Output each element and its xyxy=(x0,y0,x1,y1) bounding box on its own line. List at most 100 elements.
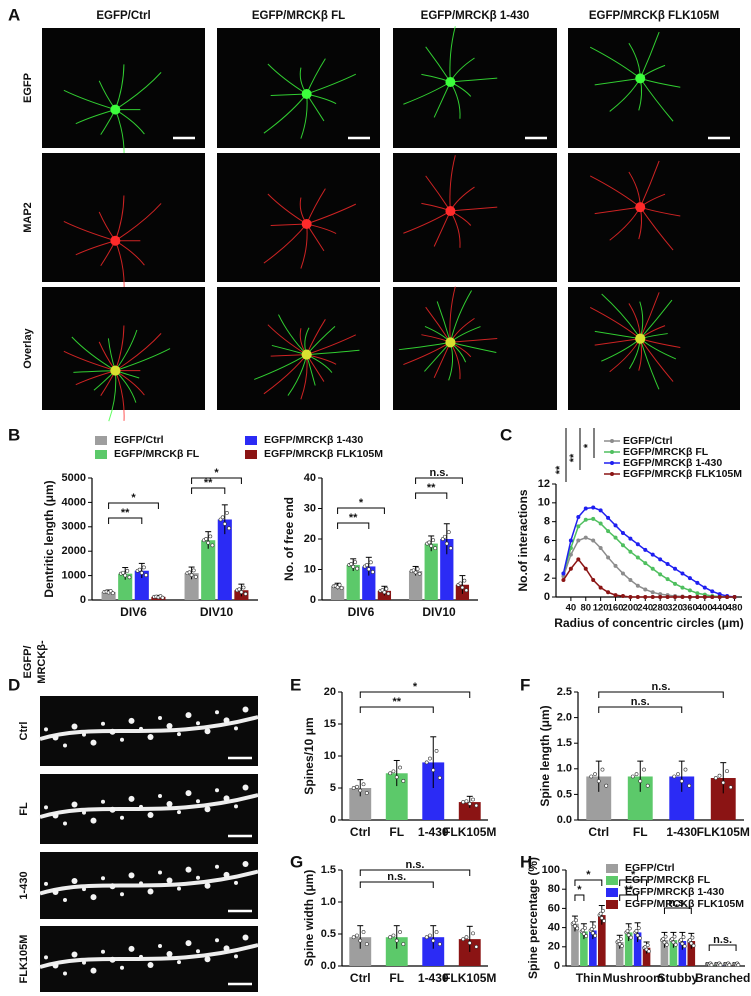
significance-label: ** xyxy=(427,482,436,494)
y-tick-label: 10 xyxy=(538,497,550,509)
neurite xyxy=(63,350,116,372)
significance-label: ** xyxy=(624,884,633,896)
data-point xyxy=(464,588,469,593)
data-point xyxy=(227,526,231,531)
significance-bracket xyxy=(191,477,242,484)
data-point xyxy=(208,534,213,539)
bar xyxy=(101,591,116,600)
spine xyxy=(82,732,86,737)
x-tick-label: DIV6 xyxy=(120,605,147,619)
significance-label: n.s. xyxy=(668,897,687,909)
series-marker xyxy=(613,535,618,540)
data-point xyxy=(137,567,142,572)
data-point xyxy=(645,783,650,788)
data-point xyxy=(417,571,422,576)
series-marker xyxy=(702,595,707,599)
significance-bracket xyxy=(663,907,692,914)
significance-label: ** xyxy=(204,477,213,489)
spine xyxy=(234,954,238,959)
bar xyxy=(669,940,678,966)
y-axis-label: No.of interactions xyxy=(516,489,530,591)
significance-bracket xyxy=(598,691,724,698)
data-point xyxy=(460,585,465,590)
data-point xyxy=(239,590,244,594)
spine xyxy=(177,732,181,737)
bar xyxy=(633,932,642,966)
series-marker xyxy=(591,516,596,521)
data-point xyxy=(617,942,622,946)
data-point xyxy=(206,540,211,545)
significance-label: * xyxy=(214,467,219,479)
spine xyxy=(139,881,143,886)
neurite xyxy=(115,203,162,242)
data-point xyxy=(437,942,442,947)
spine xyxy=(196,799,200,804)
data-point xyxy=(394,938,399,943)
series-marker xyxy=(673,566,678,571)
x-tick-label: 400 xyxy=(697,603,713,614)
x-tick-label: 160 xyxy=(608,603,624,614)
data-point xyxy=(661,937,666,941)
y-tick-label: 0 xyxy=(330,814,336,826)
soma xyxy=(445,77,456,87)
spine xyxy=(139,726,143,731)
spine xyxy=(234,804,238,809)
data-point xyxy=(590,931,595,935)
data-point xyxy=(189,573,194,577)
panel-letter: D xyxy=(8,675,20,694)
significance-label: ** xyxy=(121,507,130,519)
significance-bracket xyxy=(337,507,385,514)
spine xyxy=(147,888,154,895)
soma xyxy=(301,218,312,229)
significance-label: ** xyxy=(349,512,358,524)
y-tick-label: 80 xyxy=(548,883,560,895)
legend-swatch xyxy=(95,450,107,459)
spine xyxy=(82,887,86,892)
data-point xyxy=(384,586,389,591)
data-point xyxy=(676,772,680,777)
series-marker xyxy=(613,523,618,528)
spine xyxy=(196,721,200,726)
spine xyxy=(120,965,124,970)
micrograph xyxy=(42,287,205,410)
legend-swatch xyxy=(245,436,257,445)
series-marker xyxy=(561,571,566,576)
data-point xyxy=(428,933,432,938)
data-point xyxy=(434,748,439,753)
series-marker xyxy=(643,587,648,592)
y-tick-label: 1.5 xyxy=(557,737,572,749)
bar xyxy=(217,519,232,600)
data-point xyxy=(413,570,418,575)
data-point xyxy=(593,933,598,938)
y-tick-label: 3000 xyxy=(62,521,86,533)
bar xyxy=(118,573,133,600)
spine xyxy=(215,788,219,793)
series-marker xyxy=(665,577,670,582)
data-point xyxy=(191,568,196,573)
data-point xyxy=(220,515,225,520)
series-marker xyxy=(695,580,700,585)
data-point xyxy=(709,963,714,967)
spine xyxy=(215,710,219,715)
data-point xyxy=(358,938,363,943)
data-point xyxy=(589,774,594,779)
data-point xyxy=(361,930,366,934)
data-point xyxy=(241,585,246,590)
data-point xyxy=(574,918,578,923)
data-point xyxy=(424,935,429,940)
x-tick-label: Ctrl xyxy=(350,971,371,985)
significance-label: n.s. xyxy=(713,934,732,946)
y-tick-label: 0 xyxy=(310,594,316,606)
y-tick-label: 2 xyxy=(544,572,550,584)
legend-label: EGFP/MRCKβ FL xyxy=(114,448,200,460)
row-label: 1-430 xyxy=(18,871,30,899)
data-point xyxy=(349,562,354,566)
y-tick-label: 10 xyxy=(304,563,316,575)
data-point xyxy=(736,963,741,967)
y-tick-label: 0.0 xyxy=(321,960,336,972)
spine xyxy=(177,960,181,965)
x-tick-label: FLK105M xyxy=(443,971,496,985)
legend-label: EGFP/MRCKβ FL xyxy=(623,446,709,458)
series-marker xyxy=(687,595,692,599)
